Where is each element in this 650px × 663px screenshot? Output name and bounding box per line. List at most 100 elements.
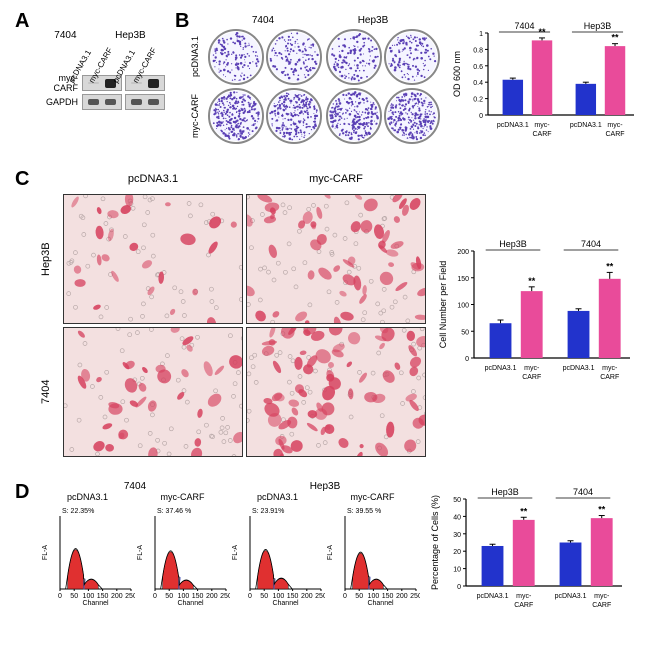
- svg-text:FL-A: FL-A: [42, 545, 49, 561]
- svg-text:100: 100: [368, 593, 380, 600]
- svg-text:150: 150: [457, 275, 469, 282]
- svg-text:0: 0: [248, 593, 252, 600]
- svg-text:pcDNA3.1: pcDNA3.1: [555, 593, 587, 600]
- colony-row-myc: myc-CARF: [190, 94, 204, 138]
- migration-image: [246, 327, 426, 457]
- colony-assay: 7404 Hep3B pcDNA3.1 myc-CARF: [190, 15, 440, 155]
- svg-text:150: 150: [382, 593, 394, 600]
- svg-text:0.8: 0.8: [473, 47, 483, 54]
- svg-text:150: 150: [192, 593, 204, 600]
- wb-cell-hep3b: Hep3B: [115, 30, 146, 41]
- svg-text:Hep3B: Hep3B: [499, 239, 527, 249]
- svg-text:Hep3B: Hep3B: [491, 487, 519, 497]
- flow-histogram: S: 37.46 %050100150200250ChannelFL-A: [135, 502, 230, 607]
- wb-label-gapdh: GAPDH: [35, 97, 82, 107]
- svg-text:50: 50: [453, 497, 461, 504]
- svg-text:Channel: Channel: [82, 600, 109, 607]
- svg-text:50: 50: [355, 593, 363, 600]
- svg-text:**: **: [539, 27, 547, 37]
- svg-text:**: **: [606, 261, 614, 271]
- svg-text:0: 0: [343, 593, 347, 600]
- svg-text:Channel: Channel: [367, 600, 394, 607]
- svg-text:pcDNA3.1: pcDNA3.1: [570, 122, 602, 129]
- well-pair: [208, 88, 322, 144]
- svg-text:Channel: Channel: [272, 600, 299, 607]
- cellcycle-chart: 01020304050Percentage of Cells (%)Hep3B7…: [428, 481, 628, 626]
- svg-text:0: 0: [479, 113, 483, 120]
- svg-text:pcDNA3.1: pcDNA3.1: [485, 365, 517, 372]
- svg-text:Hep3B: Hep3B: [584, 21, 612, 31]
- flow-histogram: S: 39.55 %050100150200250ChannelFL-A: [325, 502, 420, 607]
- well-pair: [326, 29, 440, 85]
- svg-text:150: 150: [287, 593, 299, 600]
- svg-text:Channel: Channel: [177, 600, 204, 607]
- svg-text:7404: 7404: [581, 239, 601, 249]
- wb-band: [125, 94, 165, 110]
- svg-text:1: 1: [479, 31, 483, 38]
- panel-label-a: A: [15, 10, 29, 33]
- svg-text:**: **: [528, 275, 536, 285]
- flow-header-hep3b: Hep3B: [230, 481, 420, 492]
- svg-text:0: 0: [153, 593, 157, 600]
- flow-sub-2: myc-CARF: [135, 492, 230, 502]
- svg-text:0.4: 0.4: [473, 80, 483, 87]
- flow-histogram: S: 23.91%050100150200250ChannelFL-A: [230, 502, 325, 607]
- svg-text:**: **: [612, 33, 620, 43]
- svg-text:myc-: myc-: [602, 365, 618, 372]
- svg-text:FL-A: FL-A: [137, 545, 144, 561]
- well-pair: [208, 29, 322, 85]
- svg-text:200: 200: [206, 593, 218, 600]
- mig-row-hep3b: Hep3B: [40, 194, 60, 324]
- svg-text:0.6: 0.6: [473, 64, 483, 71]
- svg-text:S: 23.91%: S: 23.91%: [252, 508, 284, 515]
- svg-text:250: 250: [220, 593, 230, 600]
- svg-text:CARF: CARF: [532, 131, 551, 138]
- svg-text:250: 250: [410, 593, 420, 600]
- svg-text:myc-: myc-: [594, 593, 610, 600]
- svg-text:pcDNA3.1: pcDNA3.1: [477, 593, 509, 600]
- colony-row-pcdna: pcDNA3.1: [190, 36, 204, 77]
- svg-text:0: 0: [457, 584, 461, 591]
- svg-text:50: 50: [461, 329, 469, 336]
- svg-text:250: 250: [315, 593, 325, 600]
- svg-text:0: 0: [58, 593, 62, 600]
- svg-text:S: 37.46 %: S: 37.46 %: [157, 508, 191, 515]
- colony-header-7404: 7404: [208, 15, 318, 26]
- svg-text:OD 600 nm: OD 600 nm: [452, 51, 462, 97]
- svg-text:20: 20: [453, 549, 461, 556]
- svg-text:50: 50: [165, 593, 173, 600]
- svg-text:100: 100: [273, 593, 285, 600]
- svg-text:7404: 7404: [573, 487, 593, 497]
- svg-text:CARF: CARF: [522, 374, 541, 381]
- svg-text:10: 10: [453, 567, 461, 574]
- svg-text:CARF: CARF: [600, 374, 619, 381]
- migration-image: [63, 194, 243, 324]
- svg-text:7404: 7404: [514, 21, 534, 31]
- svg-text:150: 150: [97, 593, 109, 600]
- svg-text:200: 200: [111, 593, 123, 600]
- svg-text:pcDNA3.1: pcDNA3.1: [497, 122, 529, 129]
- svg-text:Percentage of Cells (%): Percentage of Cells (%): [430, 495, 440, 590]
- svg-text:S: 22.35%: S: 22.35%: [62, 508, 94, 515]
- svg-text:200: 200: [457, 249, 469, 256]
- flow-sub-4: myc-CARF: [325, 492, 420, 502]
- migration-image: [63, 327, 243, 457]
- flow-header-7404: 7404: [40, 481, 230, 492]
- migration-assay: pcDNA3.1 myc-CARF Hep3B 7404: [40, 173, 426, 457]
- mig-row-7404: 7404: [40, 327, 60, 457]
- flow-cytometry: 7404 Hep3B pcDNA3.1 myc-CARF pcDNA3.1 my…: [40, 481, 420, 607]
- svg-text:0: 0: [465, 356, 469, 363]
- mig-col-myc: myc-CARF: [246, 173, 426, 191]
- svg-text:myc-: myc-: [534, 122, 550, 129]
- wb-band: [82, 94, 122, 110]
- panel-label-b: B: [175, 10, 189, 33]
- svg-text:**: **: [598, 505, 606, 515]
- svg-text:CARF: CARF: [514, 602, 533, 609]
- svg-text:30: 30: [453, 532, 461, 539]
- svg-text:200: 200: [301, 593, 313, 600]
- svg-text:S: 39.55 %: S: 39.55 %: [347, 508, 381, 515]
- migration-chart: 050100150200Cell Number per FieldHep3B74…: [436, 233, 636, 398]
- svg-text:0.2: 0.2: [473, 97, 483, 104]
- od600-chart: 0 0.2 0.4 0.6 0.8 1 OD 600 nm 7404 Hep3B pcDNA3.1…: [450, 15, 640, 155]
- svg-text:**: **: [520, 506, 528, 516]
